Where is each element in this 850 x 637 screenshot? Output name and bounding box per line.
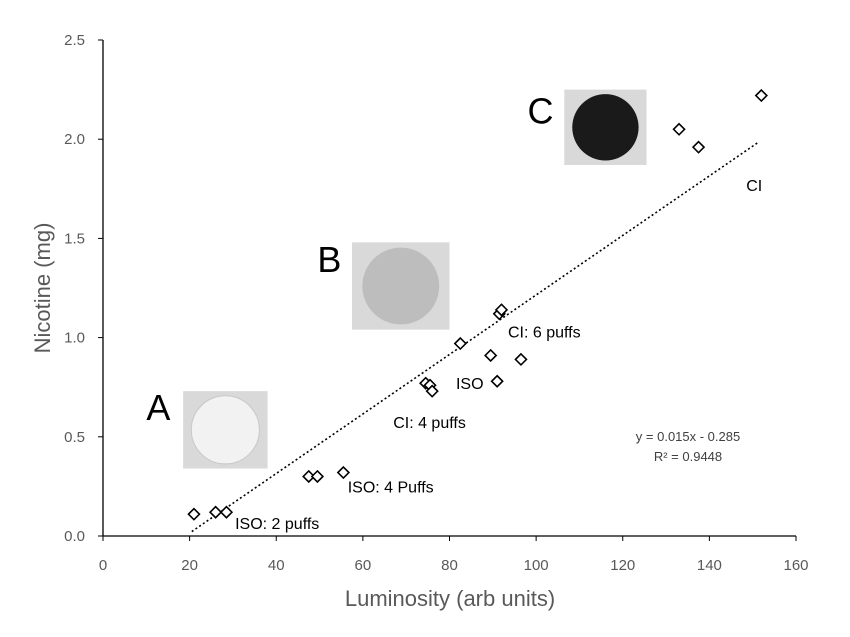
annotation-label: ISO: [456, 376, 484, 393]
data-point: [494, 303, 509, 317]
panel-letter-b: B: [317, 239, 341, 280]
y-tick-label: 0.5: [64, 429, 85, 446]
y-tick-label: 1.5: [64, 230, 85, 247]
trendline-equation: y = 0.015x - 0.285: [636, 429, 740, 444]
x-tick-label: 140: [697, 557, 722, 574]
y-tick-label: 2.0: [64, 131, 85, 148]
data-point: [302, 469, 316, 484]
annotation-label: CI: [746, 178, 762, 195]
x-tick-label: 0: [99, 557, 107, 574]
filter-pad-image: [362, 247, 440, 325]
x-tick-label: 80: [441, 557, 458, 574]
data-point: [336, 465, 351, 480]
data-point: [219, 505, 234, 519]
x-tick-label: 100: [524, 557, 549, 574]
trendline-group: [191, 141, 760, 533]
y-axis-title: Nicotine (mg): [30, 223, 55, 354]
data-point: [187, 507, 201, 521]
data-point: [672, 122, 686, 136]
data-point: [425, 384, 439, 398]
annotations: ISO: 2 puffs ISO: 4 Puffs CI: 4 puffs ISO CI…: [235, 178, 762, 533]
annotation-label: ISO: 2 puffs: [235, 516, 319, 533]
x-tick-label: 160: [783, 557, 808, 574]
inset-c: C: [527, 89, 647, 165]
filter-pad-image: [190, 395, 260, 465]
x-axis-title: Luminosity (arb units): [345, 586, 555, 611]
sample-insets: A B C: [146, 89, 647, 469]
data-point: [514, 352, 528, 367]
x-tick-label: 40: [268, 557, 285, 574]
y-tick-label: 1.0: [64, 330, 85, 347]
panel-letter-a: A: [146, 387, 170, 428]
data-point: [754, 88, 768, 103]
annotation-label: ISO: 4 Puffs: [348, 479, 434, 496]
filter-pad-image: [572, 94, 639, 161]
x-tick-label: 120: [610, 557, 635, 574]
data-point: [490, 374, 504, 388]
inset-a: A: [146, 387, 268, 469]
data-point: [484, 348, 498, 363]
annotation-label: CI: 6 puffs: [508, 325, 581, 342]
inset-b: B: [317, 239, 450, 330]
y-tick-label: 2.5: [64, 32, 85, 49]
y-tick-label: 0.0: [64, 528, 85, 545]
data-point: [453, 336, 467, 351]
data-point: [208, 505, 223, 519]
axes: 0 20 40 60 80 100 120 140 160 0.0 0.5 1.0 1.5 2.0 2.5: [64, 32, 808, 574]
x-tick-label: 60: [355, 557, 372, 574]
x-tick-label: 20: [181, 557, 198, 574]
panel-letter-c: C: [527, 90, 553, 131]
data-points: [187, 88, 768, 521]
trendline: [191, 141, 760, 533]
data-point: [310, 469, 325, 484]
trendline-r2: R² = 0.9448: [654, 449, 722, 464]
data-point: [691, 140, 706, 154]
annotation-label: CI: 4 puffs: [393, 415, 466, 432]
